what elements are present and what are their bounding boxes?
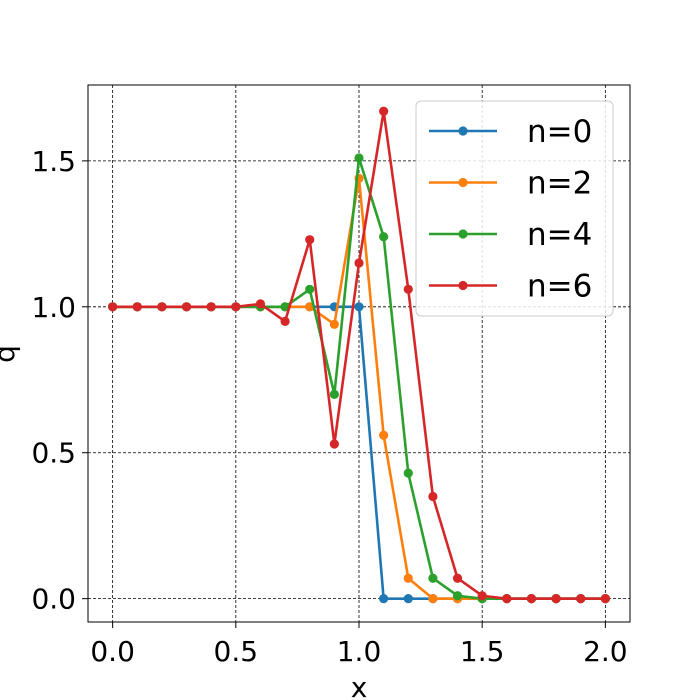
data-point	[551, 594, 561, 604]
data-point	[576, 594, 586, 604]
data-point	[354, 258, 364, 268]
y-tick-label: 0.0	[31, 583, 76, 616]
data-point	[329, 319, 339, 329]
legend-box	[415, 100, 614, 317]
data-point	[354, 302, 364, 312]
data-point	[255, 299, 266, 309]
data-point	[329, 439, 339, 449]
legend-label: n=4	[527, 217, 592, 253]
data-point	[181, 302, 192, 312]
data-point	[502, 594, 512, 604]
x-axis-label: x	[351, 671, 368, 700]
legend-item: n=4	[429, 217, 592, 253]
y-tick-label: 1.5	[31, 145, 76, 178]
data-point	[379, 106, 389, 116]
data-point	[132, 302, 142, 312]
legend-item: n=2	[429, 166, 592, 202]
series-n=6	[108, 106, 610, 604]
data-point	[206, 302, 216, 312]
data-point	[428, 594, 438, 604]
data-point	[280, 302, 290, 312]
legend-marker	[458, 280, 468, 291]
data-point	[452, 591, 463, 601]
x-tick-label: 0.0	[90, 635, 135, 668]
legend: n=0 n=2 n=4 n=6	[415, 100, 614, 317]
legend-marker	[458, 177, 468, 188]
data-point	[329, 389, 339, 399]
data-point	[600, 594, 610, 604]
series-layer	[108, 106, 610, 604]
data-point	[354, 153, 364, 163]
y-tick-label: 0.5	[31, 437, 76, 470]
data-point	[428, 573, 438, 583]
y-tick-label: 1.0	[31, 291, 76, 324]
data-point	[305, 284, 315, 294]
x-tick-label: 1.0	[337, 635, 382, 668]
data-point	[379, 594, 389, 604]
data-point	[379, 232, 389, 242]
data-point	[403, 573, 413, 583]
legend-marker	[458, 229, 468, 239]
legend-label: n=0	[527, 114, 592, 150]
data-point	[428, 491, 438, 502]
data-point	[157, 302, 167, 312]
data-point	[403, 284, 413, 294]
legend-item: n=0	[429, 114, 592, 150]
x-tick-label: 2.0	[583, 635, 628, 668]
x-tick-label: 1.5	[460, 635, 505, 668]
data-point	[231, 302, 241, 312]
data-point	[280, 316, 290, 326]
axis-ticks: 0.0 0.5 1.0 1.5 2.0 0.0 0.5 1.0 1.5	[31, 145, 627, 668]
data-point	[526, 594, 537, 604]
legend-label: n=2	[527, 166, 592, 202]
data-point	[305, 235, 315, 245]
data-point	[108, 302, 118, 312]
data-point	[403, 594, 413, 604]
data-point	[452, 573, 463, 583]
y-axis-label: q	[0, 345, 21, 363]
x-tick-label: 0.5	[214, 635, 259, 668]
legend-item: n=6	[429, 269, 592, 305]
data-point	[379, 430, 389, 440]
data-point	[477, 591, 487, 601]
legend-label: n=6	[527, 269, 592, 305]
data-point	[403, 468, 413, 478]
legend-marker	[458, 126, 468, 136]
